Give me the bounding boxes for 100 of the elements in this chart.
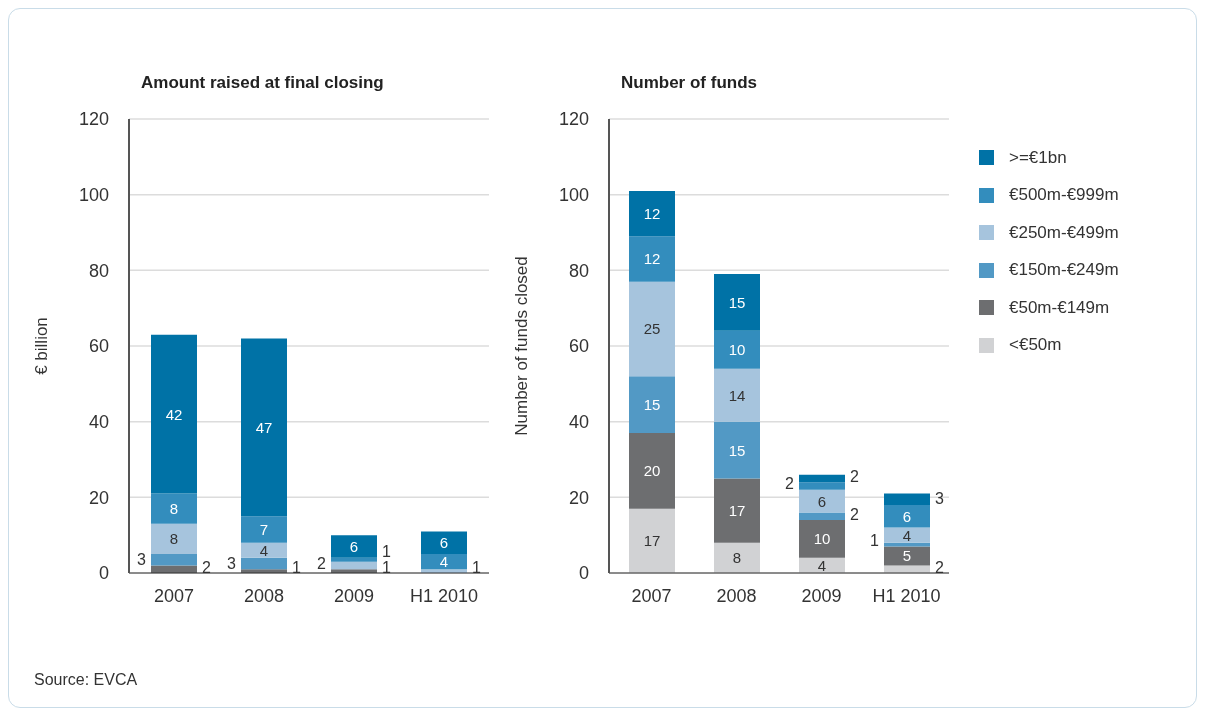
data-label: 5 xyxy=(902,547,912,565)
data-label: 17 xyxy=(643,532,661,550)
y-tick-label: 100 xyxy=(558,185,589,206)
data-label: 6 xyxy=(439,534,449,552)
data-label: 1 xyxy=(382,558,391,576)
data-label: 2 xyxy=(202,558,211,576)
bar xyxy=(799,520,845,558)
data-label: 14 xyxy=(728,386,746,404)
data-label: 8 xyxy=(169,530,179,548)
bar xyxy=(629,433,675,509)
y-tick-label: 0 xyxy=(578,563,589,584)
x-tick-label: H1 2010 xyxy=(872,585,941,606)
data-label: 25 xyxy=(643,320,661,338)
data-label: 3 xyxy=(935,490,944,508)
data-label: 2 xyxy=(317,554,327,572)
y-tick-label: 100 xyxy=(78,185,109,206)
y-axis-title: € billion xyxy=(32,317,52,375)
bar xyxy=(151,554,197,566)
legend-label: €500m-€999m xyxy=(1009,185,1119,206)
y-tick-label: 20 xyxy=(88,487,109,508)
data-label: 8 xyxy=(732,549,742,567)
data-label: 8 xyxy=(169,500,179,518)
bar xyxy=(331,535,377,558)
y-tick-label: 0 xyxy=(98,563,109,584)
bar xyxy=(151,565,197,573)
data-label: 1 xyxy=(382,542,391,560)
data-label: 2 xyxy=(935,558,944,576)
bar xyxy=(421,531,467,555)
data-label: 3 xyxy=(227,554,237,572)
bar xyxy=(799,489,845,513)
data-label: 1 xyxy=(870,532,880,550)
x-tick-label: 2009 xyxy=(801,585,842,606)
data-label: 4 xyxy=(817,556,827,574)
data-label: 12 xyxy=(643,250,661,268)
y-tick-label: 60 xyxy=(568,336,589,357)
bar xyxy=(331,557,377,562)
data-label: 2 xyxy=(850,467,859,485)
legend-label: €150m-€249m xyxy=(1009,260,1119,281)
bar xyxy=(629,236,675,282)
data-label: 10 xyxy=(728,341,746,359)
data-label: 15 xyxy=(728,441,746,459)
data-label: 20 xyxy=(643,462,661,480)
bar xyxy=(331,561,377,570)
bar xyxy=(714,368,760,422)
y-tick-label: 40 xyxy=(568,412,589,433)
data-label: 7 xyxy=(259,520,269,538)
bar xyxy=(884,527,930,543)
bar xyxy=(714,478,760,543)
x-tick-label: 2007 xyxy=(631,585,672,606)
data-label: 6 xyxy=(349,538,359,556)
legend-label: <€50m xyxy=(1009,335,1062,356)
data-label: 1 xyxy=(292,558,301,576)
legend-label: >=€1bn xyxy=(1009,147,1067,168)
data-label: 4 xyxy=(259,541,269,559)
bar xyxy=(884,504,930,528)
y-tick-label: 80 xyxy=(568,260,589,281)
x-tick-label: H1 2010 xyxy=(409,585,479,606)
data-label: 42 xyxy=(165,405,183,423)
bar xyxy=(151,493,197,524)
data-label: 15 xyxy=(643,396,661,414)
data-label: 6 xyxy=(817,492,827,510)
data-label: 3 xyxy=(137,550,147,568)
bar xyxy=(884,565,930,573)
bar xyxy=(241,516,287,543)
y-tick-label: 40 xyxy=(88,412,109,433)
legend-label: €50m-€149m xyxy=(1009,297,1110,318)
x-tick-label: 2008 xyxy=(716,585,757,606)
bar xyxy=(629,190,675,237)
bar xyxy=(714,421,760,479)
bar xyxy=(884,542,930,547)
bar xyxy=(241,557,287,570)
bar xyxy=(884,493,930,505)
chart-title: Number of funds xyxy=(621,73,757,93)
x-tick-label: 2007 xyxy=(153,585,195,606)
source-note: Source: EVCA xyxy=(34,671,138,689)
legend-label: €250m-€499m xyxy=(1009,222,1119,243)
data-label: 17 xyxy=(728,502,746,520)
data-label: 1 xyxy=(472,558,481,576)
bar xyxy=(629,376,675,434)
bar xyxy=(241,338,287,517)
data-label: 15 xyxy=(728,293,746,311)
data-label: 47 xyxy=(255,418,273,436)
bar xyxy=(799,474,845,483)
bar xyxy=(151,334,197,494)
y-tick-label: 60 xyxy=(88,336,109,357)
y-tick-label: 80 xyxy=(88,260,109,281)
bar xyxy=(714,330,760,369)
data-label: 2 xyxy=(785,475,795,493)
bar xyxy=(799,482,845,490)
bar xyxy=(714,542,760,573)
bar xyxy=(629,508,675,573)
data-label: 2 xyxy=(850,505,859,523)
y-tick-label: 20 xyxy=(568,487,589,508)
bar xyxy=(714,274,760,331)
data-label: 4 xyxy=(902,526,912,544)
bar xyxy=(421,554,467,570)
bar xyxy=(799,512,845,521)
data-label: 12 xyxy=(643,205,661,223)
y-axis-title: Number of funds closed xyxy=(512,256,532,436)
y-tick-label: 120 xyxy=(78,109,109,130)
